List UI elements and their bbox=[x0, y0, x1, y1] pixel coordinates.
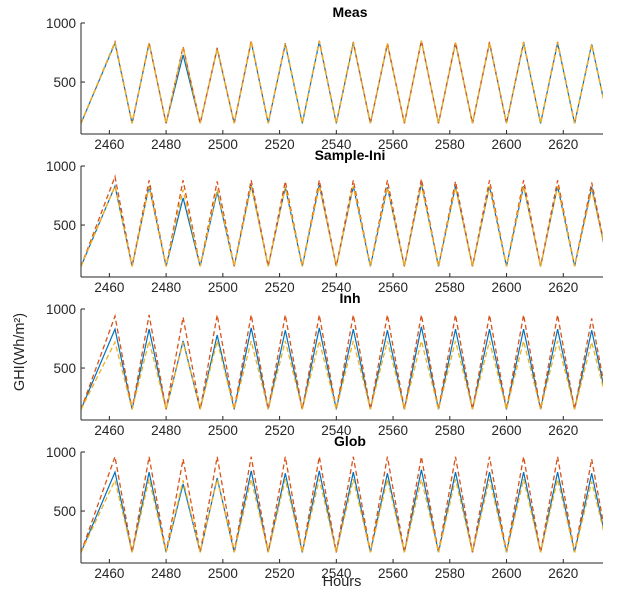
x-tick-label: 2460 bbox=[94, 137, 124, 152]
subplot-title: Glob bbox=[334, 433, 366, 449]
y-tick-label: 1000 bbox=[46, 445, 76, 460]
y-tick-label: 1000 bbox=[46, 159, 76, 174]
x-tick-label: 2480 bbox=[151, 423, 181, 438]
x-tick-label: 2520 bbox=[265, 280, 295, 295]
x-tick-label: 2500 bbox=[208, 423, 238, 438]
x-axis-label: Hours bbox=[323, 574, 362, 590]
x-tick-label: 2580 bbox=[435, 280, 465, 295]
x-tick-label: 2520 bbox=[265, 423, 295, 438]
y-tick-label: 1000 bbox=[46, 302, 76, 317]
x-tick-label: 2620 bbox=[548, 280, 578, 295]
x-tick-label: 2540 bbox=[321, 423, 351, 438]
y-tick-label: 500 bbox=[53, 504, 76, 519]
x-tick-label: 2580 bbox=[435, 137, 465, 152]
series-line-3 bbox=[81, 340, 603, 410]
x-tick-label: 2460 bbox=[94, 423, 124, 438]
x-tick-label: 2620 bbox=[548, 137, 578, 152]
x-tick-label: 2480 bbox=[151, 566, 181, 581]
x-tick-label: 2480 bbox=[151, 137, 181, 152]
x-tick-label: 2580 bbox=[435, 423, 465, 438]
y-axis-label: GHI(Wh/m²) bbox=[12, 313, 28, 391]
y-tick-label: 500 bbox=[53, 361, 76, 376]
x-tick-label: 2460 bbox=[94, 566, 124, 581]
x-tick-label: 2600 bbox=[492, 137, 522, 152]
x-tick-label: 2500 bbox=[208, 280, 238, 295]
subplot-1: 2460 2480 2500 2520 2540 2560 2580 2600 2620 500 1… bbox=[46, 4, 603, 152]
subplot-title: Inh bbox=[340, 290, 361, 306]
x-tick-label: 2480 bbox=[151, 280, 181, 295]
x-tick-label: 2560 bbox=[378, 423, 408, 438]
x-tick-label: 2560 bbox=[378, 566, 408, 581]
x-tick-label: 2540 bbox=[321, 566, 351, 581]
x-tick-label: 2520 bbox=[265, 566, 295, 581]
series-line-2 bbox=[81, 174, 603, 267]
subplot-3: 2460 2480 2500 2520 2540 2560 2580 2600 2620 500 1… bbox=[46, 290, 603, 438]
y-tick-label: 500 bbox=[53, 75, 76, 90]
subplot-title: Sample-Ini bbox=[315, 147, 386, 163]
x-tick-label: 2500 bbox=[208, 137, 238, 152]
subplot-2: 2460 2480 2500 2520 2540 2560 2580 2600 2620 500 1… bbox=[46, 147, 603, 295]
series-line-3 bbox=[81, 478, 603, 553]
x-tick-label: 2620 bbox=[548, 423, 578, 438]
subplot-4: 2460 2480 2500 2520 2540 2560 2580 2600 2620 500 1… bbox=[46, 433, 603, 581]
x-tick-label: 2560 bbox=[378, 280, 408, 295]
subplot-title: Meas bbox=[332, 4, 367, 20]
x-tick-label: 2520 bbox=[265, 137, 295, 152]
series-line-3 bbox=[81, 40, 603, 124]
x-tick-label: 2500 bbox=[208, 566, 238, 581]
y-tick-label: 1000 bbox=[46, 16, 76, 31]
x-tick-label: 2460 bbox=[94, 280, 124, 295]
x-tick-label: 2580 bbox=[435, 566, 465, 581]
x-tick-label: 2540 bbox=[321, 137, 351, 152]
y-tick-label: 500 bbox=[53, 218, 76, 233]
series-line-2 bbox=[81, 313, 603, 410]
x-tick-label: 2540 bbox=[321, 280, 351, 295]
series-line-2 bbox=[81, 39, 603, 124]
series-line-2 bbox=[81, 454, 603, 553]
x-tick-label: 2600 bbox=[492, 566, 522, 581]
x-tick-label: 2620 bbox=[548, 566, 578, 581]
x-tick-label: 2560 bbox=[378, 137, 408, 152]
x-tick-label: 2600 bbox=[492, 280, 522, 295]
x-tick-label: 2600 bbox=[492, 423, 522, 438]
